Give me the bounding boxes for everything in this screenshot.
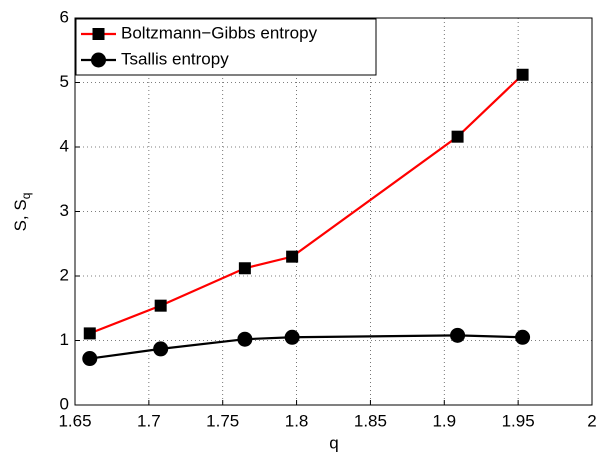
y-tick-label: 0 [60,394,69,413]
x-axis-label: q [329,433,338,452]
y-axis-label: S, Sq [11,193,33,232]
y-tick-label: 5 [60,72,69,91]
point [516,68,529,81]
legend-marker [92,28,105,40]
x-tick-label: 1.65 [58,411,91,430]
y-tick-label: 6 [60,7,69,26]
point [450,327,466,343]
y-axis-label-sub: q [19,193,33,200]
x-tick-label: 1.9 [432,411,456,430]
x-tick-label: 1.95 [502,411,535,430]
line [89,73,524,335]
point [237,331,253,347]
point [154,299,167,312]
plot-frame [74,17,593,406]
y-tick-label: 3 [60,201,69,220]
legend-box [75,18,377,76]
legend-label: Boltzmann−Gibbs entropy [121,23,318,42]
line [89,334,523,360]
x-tick-label: 2 [587,411,596,430]
point [515,329,531,345]
y-axis-label-main: S, S [11,199,30,231]
x-tick-label: 1.85 [354,411,387,430]
point [238,262,251,275]
point [82,351,98,367]
point [451,130,464,143]
y-tick-label: 1 [60,330,69,349]
point [153,341,169,357]
x-tick-label: 1.7 [137,411,161,430]
x-tick-label: 1.75 [206,411,239,430]
y-tick-label: 4 [60,136,69,155]
legend-marker [91,52,106,68]
y-tick-label: 2 [60,265,69,284]
point [284,329,300,345]
x-tick-label: 1.8 [285,411,309,430]
legend-label: Tsallis entropy [121,49,229,68]
point [83,327,96,340]
point [286,250,299,263]
